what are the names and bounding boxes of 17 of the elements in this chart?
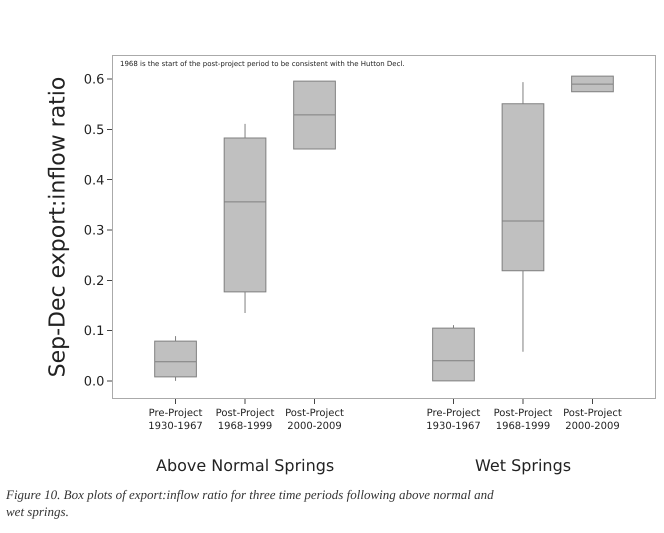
- x-tick-label: Post-Project 2000-2009: [563, 408, 622, 432]
- y-tick-label: 0.3: [84, 224, 104, 239]
- y-tick-label: 0.2: [84, 274, 104, 289]
- caption: Figure 10. Box plots of export:inflow ratio for three time periods following above normal and wet springs.: [5, 487, 494, 519]
- x-tick-label: Post-Project 2000-2009: [285, 408, 344, 432]
- y-tick-label: 0.4: [84, 173, 104, 188]
- y-tick-label: 0.5: [84, 122, 104, 138]
- text: Wet Springs: [475, 456, 572, 475]
- text: Above Normal Springs: [156, 456, 334, 475]
- x-tick-label: Pre-Project 1930-1967: [148, 408, 203, 432]
- y-tick-label: 0.0: [84, 374, 104, 390]
- y-tick-label: 0.6: [84, 72, 104, 88]
- x-tick-label: Pre-Project 1930-1967: [426, 408, 481, 432]
- x-tick-label: Post-Project 1968-1999: [494, 408, 552, 432]
- x-tick-label: Post-Project 1968-1999: [216, 408, 274, 432]
- y-axis-title: Sep-Dec export:inflow ratio: [46, 76, 71, 378]
- y-tick-label: 0.1: [84, 324, 104, 340]
